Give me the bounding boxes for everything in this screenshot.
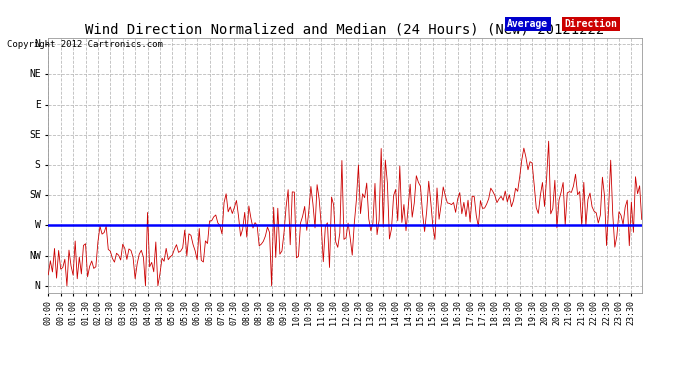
Title: Wind Direction Normalized and Median (24 Hours) (New) 20121222: Wind Direction Normalized and Median (24… [86,22,604,36]
Text: Direction: Direction [564,19,618,29]
Text: Average: Average [507,19,549,29]
Text: Copyright 2012 Cartronics.com: Copyright 2012 Cartronics.com [7,40,163,49]
